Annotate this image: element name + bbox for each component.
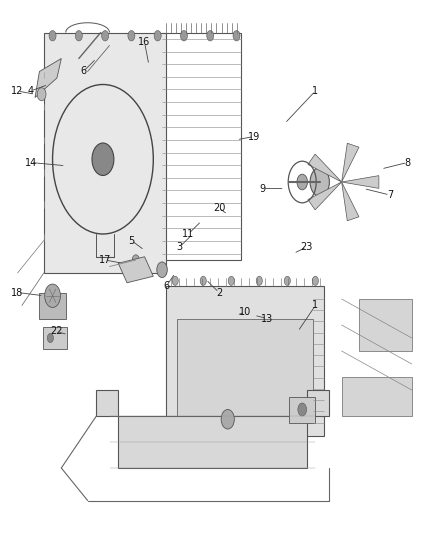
Circle shape <box>157 262 167 278</box>
Text: 4: 4 <box>28 86 34 96</box>
Text: 13: 13 <box>261 313 273 324</box>
Circle shape <box>298 403 307 416</box>
Circle shape <box>310 168 329 196</box>
Polygon shape <box>342 182 359 221</box>
Polygon shape <box>308 154 342 182</box>
Circle shape <box>49 30 56 41</box>
Text: 12: 12 <box>11 86 24 96</box>
Text: 23: 23 <box>300 242 313 252</box>
Polygon shape <box>35 59 61 98</box>
Polygon shape <box>166 286 324 435</box>
Text: 20: 20 <box>213 203 225 213</box>
Text: 10: 10 <box>239 307 251 317</box>
FancyBboxPatch shape <box>43 327 67 349</box>
Text: 8: 8 <box>404 157 410 167</box>
Circle shape <box>102 30 109 41</box>
Circle shape <box>233 30 240 41</box>
Circle shape <box>132 255 139 265</box>
Text: 9: 9 <box>260 183 266 193</box>
Circle shape <box>284 276 290 285</box>
Polygon shape <box>39 293 66 319</box>
Circle shape <box>312 276 318 285</box>
Circle shape <box>180 30 187 41</box>
Text: 1: 1 <box>312 301 318 311</box>
Text: 5: 5 <box>128 236 134 246</box>
Text: 6: 6 <box>163 281 170 291</box>
Polygon shape <box>118 257 153 282</box>
Circle shape <box>256 276 262 285</box>
Text: 17: 17 <box>99 255 111 265</box>
Text: 1: 1 <box>312 86 318 96</box>
Polygon shape <box>342 176 379 188</box>
Circle shape <box>75 30 82 41</box>
Circle shape <box>172 276 178 285</box>
Circle shape <box>37 88 46 101</box>
Text: 2: 2 <box>216 287 222 297</box>
Text: 14: 14 <box>25 157 37 167</box>
Polygon shape <box>44 33 166 273</box>
Text: 19: 19 <box>248 132 260 141</box>
Circle shape <box>221 409 234 429</box>
Circle shape <box>47 334 53 343</box>
Polygon shape <box>308 182 342 210</box>
Circle shape <box>200 276 206 285</box>
Circle shape <box>297 174 307 190</box>
Circle shape <box>128 30 135 41</box>
Polygon shape <box>177 319 313 419</box>
Text: 6: 6 <box>80 67 86 77</box>
Text: 11: 11 <box>182 229 194 239</box>
Text: 3: 3 <box>177 242 183 252</box>
Circle shape <box>45 284 60 308</box>
Text: 16: 16 <box>138 37 151 47</box>
Polygon shape <box>359 299 412 351</box>
Polygon shape <box>289 397 315 423</box>
Circle shape <box>154 30 161 41</box>
Circle shape <box>228 276 234 285</box>
Polygon shape <box>342 143 359 182</box>
Polygon shape <box>342 377 412 416</box>
Polygon shape <box>96 390 328 468</box>
Circle shape <box>207 30 214 41</box>
Circle shape <box>92 143 114 175</box>
Text: 22: 22 <box>51 327 63 336</box>
Text: 18: 18 <box>11 287 24 297</box>
Text: 7: 7 <box>387 190 393 200</box>
